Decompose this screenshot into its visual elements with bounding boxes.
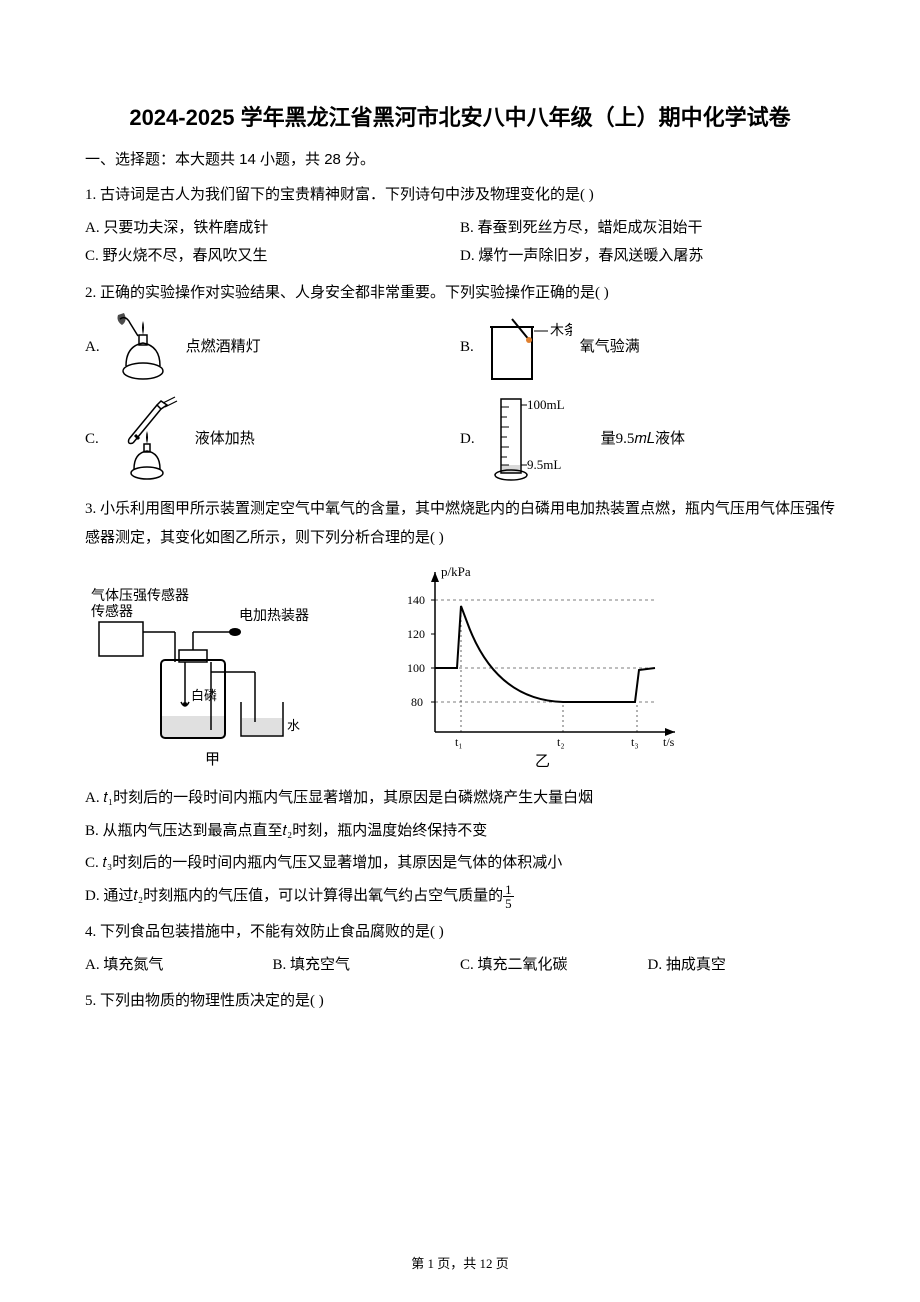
q2-c-label: 液体加热 — [195, 425, 255, 454]
q1-opt-b: B. 春蚕到死丝方尽，蜡炬成灰泪始干 — [460, 214, 835, 243]
q3-opt-a: A. 𝑡₁时刻后的一段时间内瓶内气压显著增加，其原因是白磷燃烧产生大量白烟 — [85, 784, 835, 813]
q3-opt-c: C. 𝑡₃时刻后的一段时间内瓶内气压又显著增加，其原因是气体的体积减小 — [85, 849, 835, 878]
q1-opt-c: C. 野火烧不尽，春风吹又生 — [85, 242, 460, 271]
xaxis-label: t/s — [663, 735, 675, 749]
page-footer: 第 1 页，共 12 页 — [0, 1253, 920, 1272]
q1-opt-d: D. 爆竹一声除旧岁，春风送暖入屠苏 — [460, 242, 835, 271]
question-5: 5. 下列由物质的物理性质决定的是( ) — [85, 987, 835, 1016]
wood-stick-label: 木条 — [550, 322, 572, 339]
q4-opt-d: D. 抽成真空 — [648, 951, 836, 980]
q2-opt-d: D. 100mL 9.5mL 量9.5𝑚𝐿液体 — [460, 393, 835, 485]
q2-d-label: 量9.5𝑚𝐿液体 — [601, 425, 685, 454]
q1-opt-a: A. 只要功夫深，铁杵磨成针 — [85, 214, 460, 243]
q2-opt-c: C. 液体加热 — [85, 395, 460, 483]
q4-opt-b: B. 填充空气 — [273, 951, 461, 980]
q4-text: 4. 下列食品包装措施中，不能有效防止食品腐败的是( ) — [85, 918, 835, 947]
alcohol-lamp-icon — [108, 311, 178, 383]
q3-d-prefix: D. 通过𝑡₂时刻瓶内的气压值，可以计算得出氧气约占空气质量的 — [85, 888, 503, 904]
cylinder-top-label: 100mL — [527, 397, 565, 412]
q2-a-prefix: A. — [85, 333, 100, 362]
y140: 140 — [407, 593, 425, 607]
t2-label: t₂ — [557, 735, 565, 749]
y80: 80 — [411, 695, 423, 709]
section-heading: 一、选择题：本大题共 14 小题，共 28 分。 — [85, 148, 835, 169]
q1-text: 1. 古诗词是古人为我们留下的宝贵精神财富．下列诗句中涉及物理变化的是( ) — [85, 181, 835, 210]
fraction: 15 — [503, 883, 514, 910]
q3-opt-b: B. 从瓶内气压达到最高点直至𝑡₂时刻，瓶内温度始终保持不变 — [85, 817, 835, 846]
q4-opt-a: A. 填充氮气 — [85, 951, 273, 980]
q2-a-label: 点燃酒精灯 — [186, 333, 261, 362]
page-title: 2024-2025 学年黑龙江省黑河市北安八中八年级（上）期中化学试卷 — [85, 100, 835, 132]
graduated-cylinder-icon: 100mL 9.5mL — [483, 393, 593, 485]
question-3: 3. 小乐利用图甲所示装置测定空气中氧气的含量，其中燃烧匙内的白磷用电加热装置点… — [85, 495, 835, 910]
t1-label: t₁ — [455, 735, 463, 749]
y100: 100 — [407, 661, 425, 675]
q2-opt-a: A. 点燃酒精灯 — [85, 311, 460, 383]
q3-opt-d: D. 通过𝑡₂时刻瓶内的气压值，可以计算得出氧气约占空气质量的15 — [85, 882, 835, 911]
question-4: 4. 下列食品包装措施中，不能有效防止食品腐败的是( ) A. 填充氮气 B. … — [85, 918, 835, 979]
y120: 120 — [407, 627, 425, 641]
phosphorus-label: 白磷 — [191, 688, 217, 703]
q2-d-prefix: D. — [460, 425, 475, 454]
question-2: 2. 正确的实验操作对实验结果、人身安全都非常重要。下列实验操作正确的是( ) … — [85, 279, 835, 486]
q5-text: 5. 下列由物质的物理性质决定的是( ) — [85, 987, 835, 1016]
t3-label: t₃ — [631, 735, 639, 749]
fraction-num: 1 — [503, 883, 514, 897]
q2-b-prefix: B. — [460, 333, 474, 362]
question-1: 1. 古诗词是古人为我们留下的宝贵精神财富．下列诗句中涉及物理变化的是( ) A… — [85, 181, 835, 271]
heater-label: 电加热装器 — [239, 608, 309, 624]
q2-c-prefix: C. — [85, 425, 99, 454]
q3-text: 3. 小乐利用图甲所示装置测定空气中氧气的含量，其中燃烧匙内的白磷用电加热装置点… — [85, 495, 835, 552]
cylinder-bottom-label: 9.5mL — [527, 457, 561, 472]
fraction-den: 5 — [503, 897, 514, 910]
fig2-caption: 乙 — [535, 754, 550, 770]
apparatus-diagram-icon: 气体压强传感器 传感器 电加热装器 白磷 水 甲 — [85, 572, 365, 772]
pressure-chart-icon: p/kPa 140 120 100 80 t₁ t₂ t₃ t/s 乙 — [395, 562, 695, 772]
oxygen-test-icon: 木条 — [482, 311, 572, 383]
svg-text:传感器: 传感器 — [91, 603, 133, 620]
sensor-label: 气体压强传感器 — [91, 587, 189, 604]
q2-text: 2. 正确的实验操作对实验结果、人身安全都非常重要。下列实验操作正确的是( ) — [85, 279, 835, 308]
water-label: 水 — [287, 718, 300, 733]
liquid-heating-icon — [107, 395, 187, 483]
q2-b-label: 氧气验满 — [580, 333, 640, 362]
fig1-caption: 甲 — [205, 752, 220, 768]
q4-opt-c: C. 填充二氧化碳 — [460, 951, 648, 980]
q2-opt-b: B. 木条 氧气验满 — [460, 311, 835, 383]
yaxis-label: p/kPa — [441, 564, 471, 579]
